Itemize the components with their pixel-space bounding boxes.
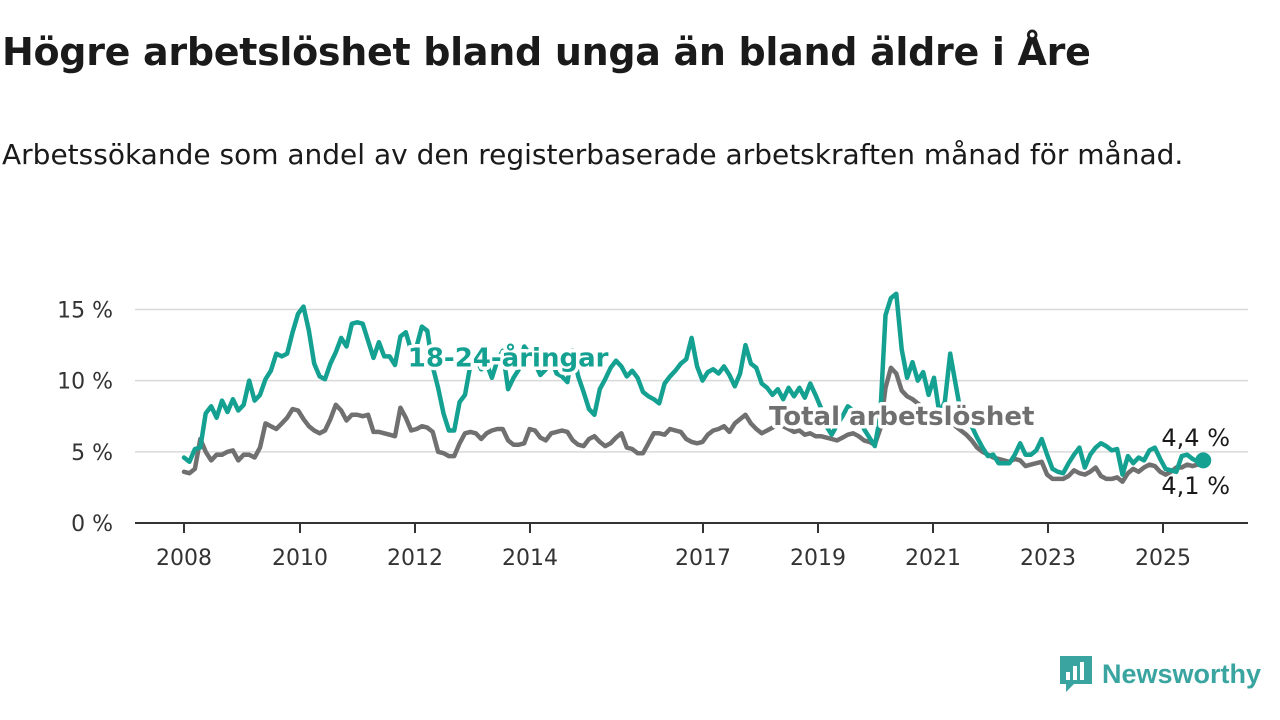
grid-lines [135,308,1248,524]
series-label-youth: 18-24-åringar [408,341,609,373]
end-values: 4,4 % 4,1 % [1161,424,1230,500]
end-label-total: 4,1 % [1161,472,1230,500]
end-label-youth: 4,4 % [1161,424,1230,452]
series-lines [181,291,1206,484]
y-tick-label: 10 % [57,370,113,395]
x-tick-label: 2025 [1135,546,1191,571]
newsworthy-logo: Newsworthy [1058,654,1261,694]
y-axis-tick-labels: 0 % 5 % 10 % 15 % [57,298,113,537]
newsworthy-logo-icon [1060,656,1092,692]
x-tick-label: 2021 [905,546,961,571]
x-tick-label: 2010 [272,546,328,571]
y-tick-label: 15 % [57,298,113,323]
end-point-youth [1195,452,1212,469]
series-label-total: Total arbetslöshet [769,402,1034,432]
series-line-youth [181,291,1206,477]
newsworthy-wordmark: Newsworthy [1102,658,1262,689]
x-tick-label: 2012 [387,546,443,571]
series-label-halo: Total arbetslöshet [769,402,1034,432]
x-tick-label: 2017 [675,546,731,571]
x-tick-label: 2023 [1020,546,1076,571]
y-tick-label: 5 % [71,441,113,466]
x-tick-label: 2014 [502,546,558,571]
x-axis-tick-labels: 2008 2010 2012 2014 2017 2019 2021 2023 2025 [156,523,1191,571]
series-line-total [181,365,1206,484]
y-tick-label: 0 % [71,512,113,537]
chart-title: Högre arbetslöshet bland unga än bland ä… [2,30,1091,74]
x-tick-label: 2019 [790,546,846,571]
series-label-halo: 18-24-åringar [408,341,609,373]
x-tick-label: 2008 [156,546,212,571]
chart-subtitle: Arbetssökande som andel av den registerb… [2,138,1184,171]
